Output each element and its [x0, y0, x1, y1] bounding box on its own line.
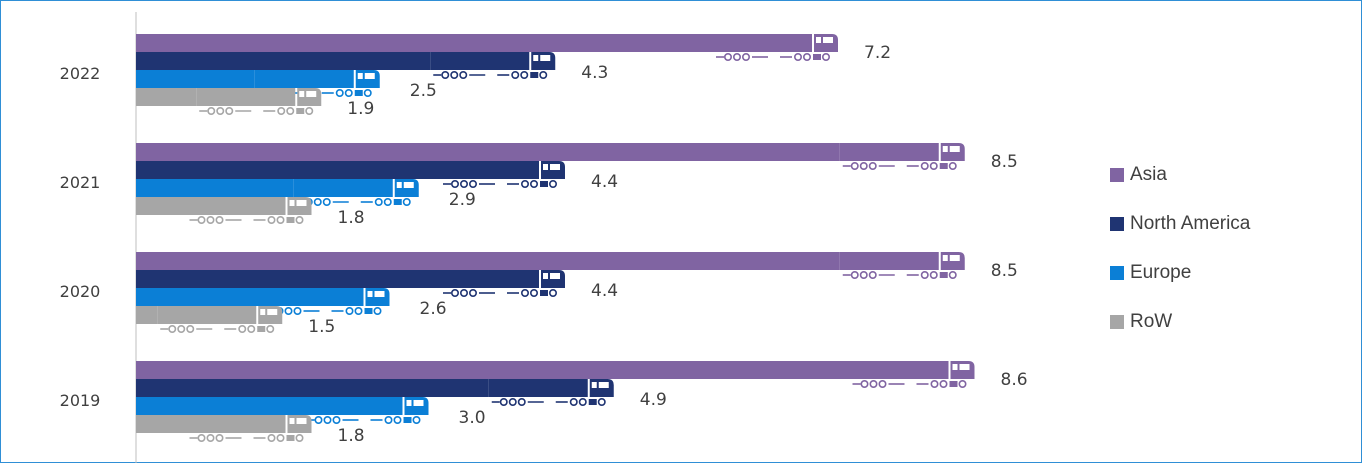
truck-icon	[488, 379, 614, 406]
bar-body	[136, 34, 713, 52]
legend-swatch-row	[1110, 314, 1124, 329]
bar-trailer	[713, 34, 812, 48]
data-label-north-america: 4.9	[640, 390, 667, 410]
data-label-asia: 8.6	[1001, 370, 1028, 390]
data-label-north-america: 4.4	[591, 172, 618, 192]
bar-europe-2022	[136, 70, 380, 98]
legend: Asia North America Europe RoW	[1110, 150, 1250, 346]
legend-item-row: RoW	[1110, 297, 1250, 346]
bar-europe-2020	[136, 288, 390, 315]
bar-north-america-2021	[136, 161, 565, 189]
bar-trailer	[839, 143, 939, 157]
data-label-north-america: 4.4	[591, 281, 618, 301]
data-label-asia: 8.5	[991, 152, 1018, 172]
bar-trailer	[293, 179, 393, 193]
truck-icon	[430, 52, 556, 80]
bar-body	[136, 361, 850, 379]
data-label-row: 1.9	[347, 99, 374, 119]
y-tick-label: 2022	[60, 64, 101, 83]
bar-trailer	[186, 197, 286, 211]
data-label-europe: 2.9	[449, 190, 476, 210]
data-label-row: 1.8	[338, 426, 365, 446]
truck-icon	[196, 88, 322, 116]
bar-trailer	[440, 270, 539, 284]
truck-icon	[849, 361, 975, 388]
data-label-row: 1.8	[338, 208, 365, 228]
bar-body	[136, 88, 197, 106]
legend-swatch-europe	[1110, 265, 1124, 280]
bar-trailer	[157, 306, 257, 320]
legend-label-north-america: North America	[1130, 212, 1251, 234]
bar-trailer	[849, 361, 949, 375]
truck-icon	[839, 143, 965, 171]
bar-asia-2022	[136, 34, 838, 61]
y-tick-label: 2020	[60, 282, 101, 301]
bar-row-2020	[136, 306, 283, 333]
bar-body	[136, 161, 440, 179]
y-tick-label: 2021	[60, 173, 101, 192]
data-label-row: 1.5	[308, 317, 335, 337]
legend-item-asia: Asia	[1110, 150, 1250, 199]
legend-item-europe: Europe	[1110, 248, 1250, 297]
bar-body	[136, 288, 265, 306]
truck-icon	[264, 288, 390, 315]
bar-body	[136, 143, 840, 161]
bar-body	[136, 70, 255, 88]
bar-body	[136, 379, 489, 397]
bar-trailer	[430, 52, 530, 66]
bar-north-america-2022	[136, 52, 556, 80]
bar-asia-2019	[136, 361, 975, 388]
truck-icon	[713, 34, 838, 61]
bar-trailer	[254, 70, 354, 84]
y-tick-label: 2019	[60, 391, 101, 410]
truck-icon	[440, 270, 565, 297]
bar-row-2019	[136, 415, 312, 442]
truck-icon	[157, 306, 283, 333]
bar-body	[136, 197, 187, 215]
data-label-europe: 2.5	[410, 81, 437, 101]
truck-icon	[440, 161, 565, 189]
legend-label-asia: Asia	[1130, 163, 1167, 185]
bar-trailer	[440, 161, 539, 175]
bar-row-2022	[136, 88, 322, 116]
bar-body	[136, 179, 294, 197]
bar-trailer	[186, 415, 286, 429]
bar-trailer	[303, 397, 403, 411]
bar-asia-2021	[136, 143, 965, 171]
bar-body	[136, 252, 840, 270]
data-label-asia: 7.2	[864, 43, 891, 63]
data-label-asia: 8.5	[991, 261, 1018, 281]
truck-icon	[303, 397, 429, 424]
legend-label-row: RoW	[1130, 310, 1173, 332]
legend-swatch-north-america	[1110, 216, 1124, 231]
legend-item-north-america: North America	[1110, 199, 1250, 248]
bar-north-america-2019	[136, 379, 614, 406]
bar-north-america-2020	[136, 270, 565, 297]
bar-trailer	[839, 252, 939, 266]
bar-trailer	[488, 379, 588, 393]
bar-body	[136, 415, 187, 433]
bar-europe-2019	[136, 397, 429, 424]
bar-europe-2021	[136, 179, 419, 207]
legend-swatch-asia	[1110, 167, 1124, 182]
bar-trailer	[196, 88, 296, 102]
data-label-europe: 2.6	[420, 299, 447, 319]
truck-icon	[186, 197, 312, 225]
bar-row-2021	[136, 197, 312, 225]
data-label-north-america: 4.3	[581, 63, 608, 83]
bar-body	[136, 306, 158, 324]
bar-trailer	[264, 288, 364, 302]
legend-label-europe: Europe	[1130, 261, 1192, 283]
truck-icon	[186, 415, 312, 442]
bar-body	[136, 397, 304, 415]
truck-icon	[839, 252, 965, 279]
bar-body	[136, 52, 431, 70]
bar-body	[136, 270, 440, 288]
data-label-europe: 3.0	[459, 408, 486, 428]
bar-asia-2020	[136, 252, 965, 279]
